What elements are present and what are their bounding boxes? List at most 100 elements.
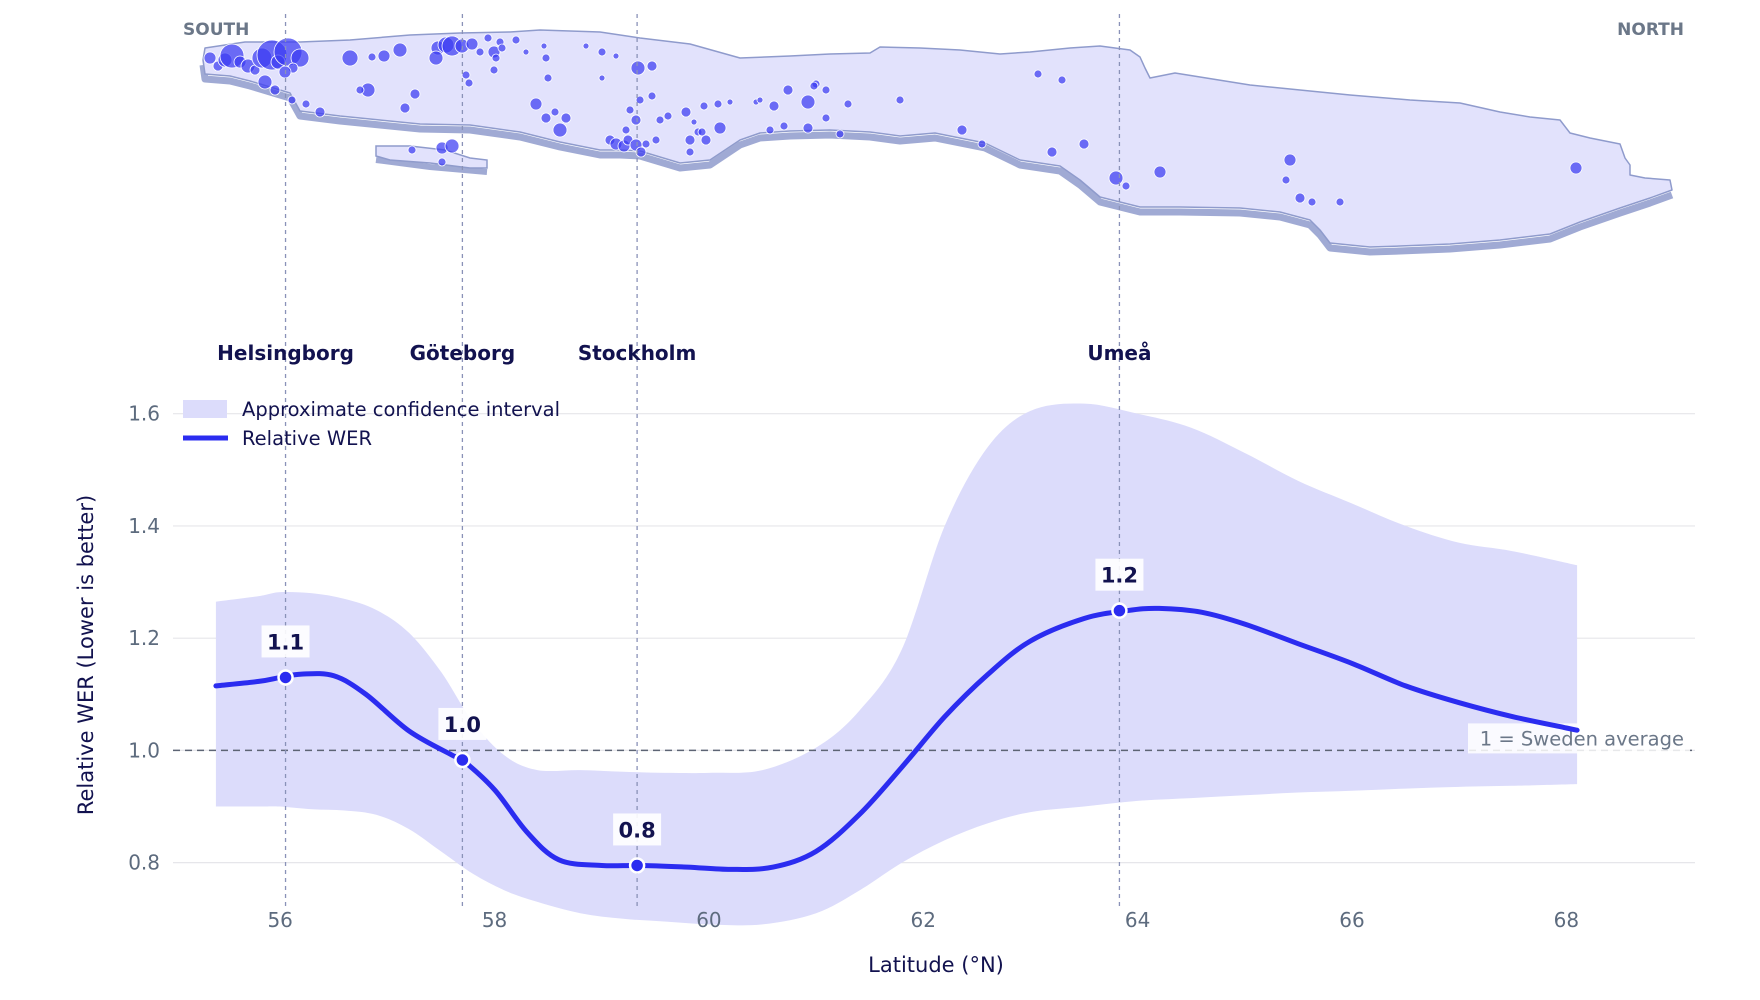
map-dot <box>475 47 485 57</box>
reference-label-background <box>1468 723 1690 754</box>
map-dot <box>341 49 359 67</box>
map-dot <box>489 65 499 75</box>
map-sample-dots <box>203 33 1583 207</box>
map-dot <box>461 70 471 80</box>
point-value-label: 1.2 <box>1101 564 1138 588</box>
map-dot <box>1283 153 1297 167</box>
point-label-background <box>438 707 487 740</box>
x-tick-label: 68 <box>1554 908 1579 932</box>
map-dot <box>540 42 548 50</box>
map-dot <box>843 99 853 109</box>
map-dot <box>1335 197 1345 207</box>
city-point <box>628 857 646 874</box>
x-tick-label: 66 <box>1339 908 1364 932</box>
point-label-background <box>613 813 662 846</box>
map-north-label: NORTH <box>1617 20 1684 40</box>
legend: Approximate confidence interval Relative… <box>183 398 560 450</box>
map-dot <box>726 98 734 106</box>
map-dot <box>1153 165 1167 179</box>
map-dot <box>625 105 635 115</box>
city-label: Helsingborg <box>217 341 354 365</box>
map-dot <box>407 145 417 155</box>
map-dot <box>540 112 552 124</box>
legend-label-band: Approximate confidence interval <box>242 398 560 421</box>
x-tick-label: 60 <box>696 908 721 932</box>
map-dot <box>1033 69 1043 79</box>
map-dot <box>779 121 789 131</box>
map-dot <box>956 124 968 136</box>
map-dot <box>756 96 764 104</box>
x-tick-label: 58 <box>482 908 507 932</box>
map-dot <box>663 111 673 121</box>
map-dot <box>713 121 727 135</box>
map-dot <box>684 134 696 146</box>
map-dot <box>377 49 391 63</box>
y-tick-label: 1.4 <box>128 514 160 538</box>
map-dot <box>1057 75 1067 85</box>
map-dot <box>444 138 460 154</box>
map-dot <box>1294 192 1306 204</box>
map-dot <box>541 53 551 63</box>
map-dot <box>765 125 775 135</box>
axis-ticks: 0.8 1.0 1.2 1.4 1.6 56 58 60 62 64 66 68 <box>128 402 1579 932</box>
map-dot <box>597 47 607 57</box>
relative-wer-line <box>213 605 1580 872</box>
map-dot <box>392 42 408 58</box>
confidence-band <box>215 403 1578 926</box>
map-dot <box>550 107 560 117</box>
map-dot <box>1078 138 1090 150</box>
map-dot <box>483 33 493 43</box>
map-island-shadow <box>375 157 488 175</box>
map-dot <box>465 37 479 51</box>
map-dot <box>428 50 444 66</box>
map-dot <box>782 84 794 96</box>
legend-swatch-band <box>183 400 227 418</box>
map-dot <box>491 53 501 63</box>
map-dot <box>641 139 651 149</box>
reference-label: 1 = Sweden average <box>1480 727 1684 750</box>
sweden-map <box>199 29 1674 256</box>
map-dot <box>290 48 310 68</box>
map-dot <box>895 95 905 105</box>
city-point <box>277 669 294 686</box>
city-point <box>1111 602 1128 619</box>
point-value-label: 1.1 <box>267 630 304 654</box>
map-dot <box>635 146 647 158</box>
map-dot <box>690 118 698 126</box>
map-dot <box>355 85 365 95</box>
y-tick-label: 1.0 <box>128 738 160 762</box>
map-dot <box>437 157 447 167</box>
map-dot <box>621 125 631 135</box>
map-dot <box>630 60 646 76</box>
map-dot <box>1046 146 1058 158</box>
city-label: Göteborg <box>410 341 516 365</box>
point-value-label: 0.8 <box>619 818 656 842</box>
map-south-label: SOUTH <box>183 20 249 40</box>
map-dot <box>651 135 661 145</box>
map-dot <box>399 102 411 114</box>
map-dot <box>543 73 553 83</box>
map-dot <box>835 129 845 139</box>
y-tick-label: 1.2 <box>128 626 160 650</box>
point-value-label: 1.0 <box>444 713 481 737</box>
map-dot <box>497 43 507 53</box>
map-island <box>375 145 488 169</box>
map-dot <box>977 139 987 149</box>
map-dot <box>655 115 665 125</box>
map-dot <box>809 81 819 91</box>
map-dot <box>685 147 695 157</box>
map-dot <box>367 52 377 62</box>
map-dot <box>409 88 421 100</box>
map-dot <box>646 60 658 72</box>
map-dot <box>630 114 642 126</box>
map-dot <box>680 106 692 118</box>
x-axis-title: Latitude (°N) <box>868 953 1004 977</box>
map-dot <box>464 78 474 88</box>
map-dot <box>1307 197 1317 207</box>
city-points: Helsingborg 1.1 Göteborg 1.0 Stockholm 0.8 Ume… <box>217 341 1151 874</box>
map-dot <box>802 122 814 134</box>
map-coast-shadow <box>199 64 1674 256</box>
map-dot <box>699 101 709 111</box>
map-dot <box>1281 175 1291 185</box>
map-dot <box>821 113 831 123</box>
